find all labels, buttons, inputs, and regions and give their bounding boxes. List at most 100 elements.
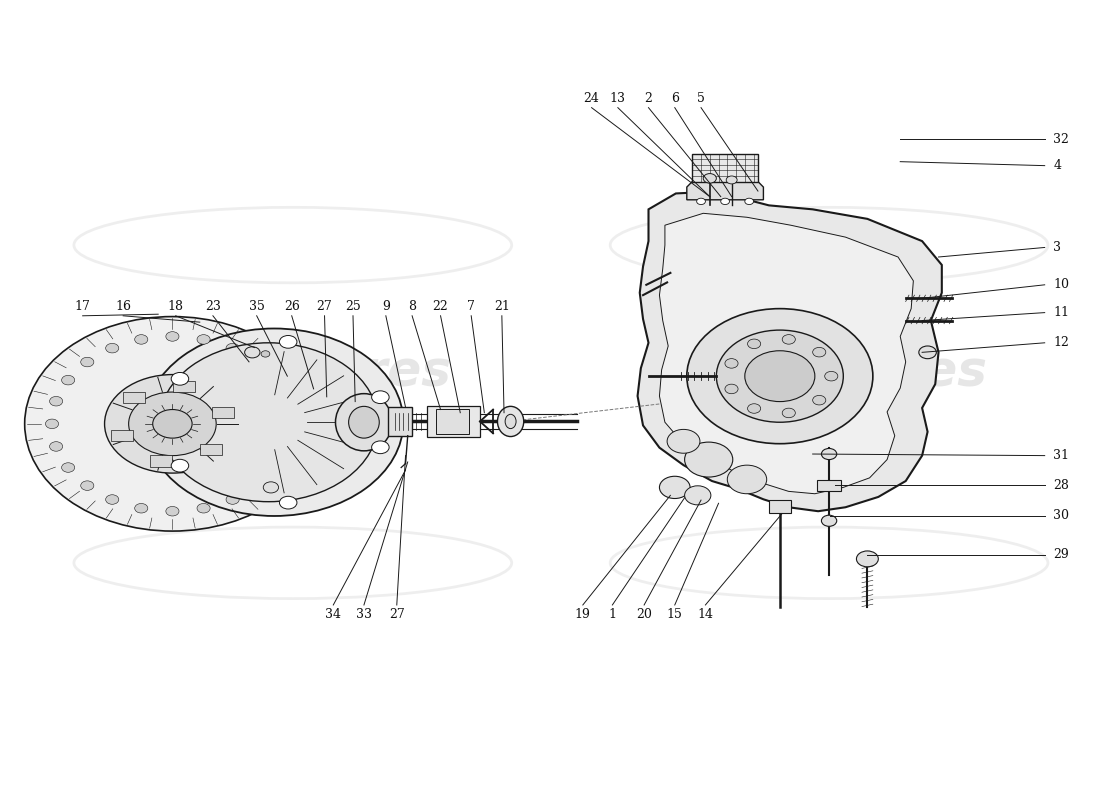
Circle shape (106, 343, 119, 353)
Circle shape (745, 350, 815, 402)
Ellipse shape (497, 406, 524, 437)
Circle shape (279, 496, 297, 509)
Text: 27: 27 (389, 608, 405, 621)
Text: 11: 11 (1054, 306, 1069, 319)
Text: 32: 32 (1054, 133, 1069, 146)
Circle shape (80, 481, 94, 490)
Circle shape (134, 334, 147, 344)
Text: 23: 23 (205, 300, 221, 313)
Circle shape (372, 391, 389, 403)
Ellipse shape (505, 414, 516, 429)
Text: 9: 9 (382, 300, 389, 313)
Text: 14: 14 (697, 608, 714, 621)
Text: 30: 30 (1054, 510, 1069, 522)
Text: 26: 26 (284, 300, 299, 313)
Bar (123, 392, 145, 403)
Text: 7: 7 (468, 300, 475, 313)
Polygon shape (659, 214, 913, 494)
Circle shape (745, 198, 754, 205)
Text: 1: 1 (608, 608, 616, 621)
Circle shape (918, 346, 936, 358)
Circle shape (372, 441, 389, 454)
Circle shape (197, 334, 210, 344)
Text: 18: 18 (167, 300, 184, 313)
Bar (428, 406, 480, 438)
Circle shape (106, 494, 119, 504)
Circle shape (748, 404, 761, 414)
Circle shape (684, 442, 733, 477)
Circle shape (62, 462, 75, 472)
Circle shape (226, 494, 239, 504)
Circle shape (251, 358, 264, 367)
Text: 19: 19 (575, 608, 591, 621)
Circle shape (684, 486, 711, 505)
Circle shape (282, 442, 295, 451)
Circle shape (822, 515, 837, 526)
Text: 4: 4 (1054, 159, 1062, 172)
Text: 20: 20 (636, 608, 652, 621)
Text: 35: 35 (249, 300, 265, 313)
Circle shape (782, 334, 795, 344)
Circle shape (172, 459, 189, 472)
Circle shape (659, 476, 690, 498)
Circle shape (244, 346, 260, 358)
Polygon shape (638, 192, 942, 511)
Circle shape (825, 371, 838, 381)
Circle shape (271, 375, 283, 385)
Text: 2: 2 (645, 92, 652, 105)
Ellipse shape (336, 394, 393, 451)
Circle shape (197, 503, 210, 513)
Text: 24: 24 (584, 92, 600, 105)
Circle shape (727, 465, 767, 494)
Bar (200, 444, 222, 455)
Text: 34: 34 (326, 608, 341, 621)
Text: 13: 13 (609, 92, 626, 105)
Text: 28: 28 (1054, 478, 1069, 491)
Circle shape (160, 342, 378, 502)
Text: 3: 3 (1054, 241, 1062, 254)
Circle shape (129, 392, 217, 456)
Circle shape (716, 330, 844, 422)
Circle shape (104, 374, 240, 473)
Circle shape (166, 332, 179, 342)
Circle shape (261, 350, 270, 357)
Circle shape (667, 430, 700, 454)
Text: 16: 16 (116, 300, 131, 313)
Text: 5: 5 (697, 92, 705, 105)
Text: 25: 25 (345, 300, 361, 313)
Circle shape (813, 395, 826, 405)
Circle shape (279, 335, 297, 348)
Bar (388, 407, 412, 436)
Circle shape (696, 198, 705, 205)
Circle shape (271, 462, 283, 472)
Polygon shape (686, 182, 763, 200)
Text: 27: 27 (317, 300, 332, 313)
Circle shape (62, 375, 75, 385)
Circle shape (226, 343, 239, 353)
Circle shape (166, 506, 179, 516)
Text: 12: 12 (1054, 336, 1069, 350)
Bar (150, 455, 172, 466)
Text: 17: 17 (75, 300, 90, 313)
Circle shape (822, 449, 837, 459)
Circle shape (726, 176, 737, 184)
Bar (111, 430, 133, 441)
Circle shape (725, 358, 738, 368)
Circle shape (782, 408, 795, 418)
Text: 29: 29 (1054, 549, 1069, 562)
Bar (692, 154, 758, 182)
Text: eurospares: eurospares (135, 348, 451, 396)
Text: 10: 10 (1054, 278, 1069, 291)
Bar (817, 480, 842, 491)
Circle shape (50, 442, 63, 451)
Circle shape (686, 309, 873, 444)
Circle shape (80, 358, 94, 367)
Circle shape (50, 397, 63, 406)
Circle shape (45, 419, 58, 429)
Circle shape (282, 397, 295, 406)
Circle shape (748, 339, 761, 349)
Circle shape (134, 503, 147, 513)
Circle shape (725, 384, 738, 394)
Text: 31: 31 (1054, 449, 1069, 462)
Text: 21: 21 (494, 300, 509, 313)
